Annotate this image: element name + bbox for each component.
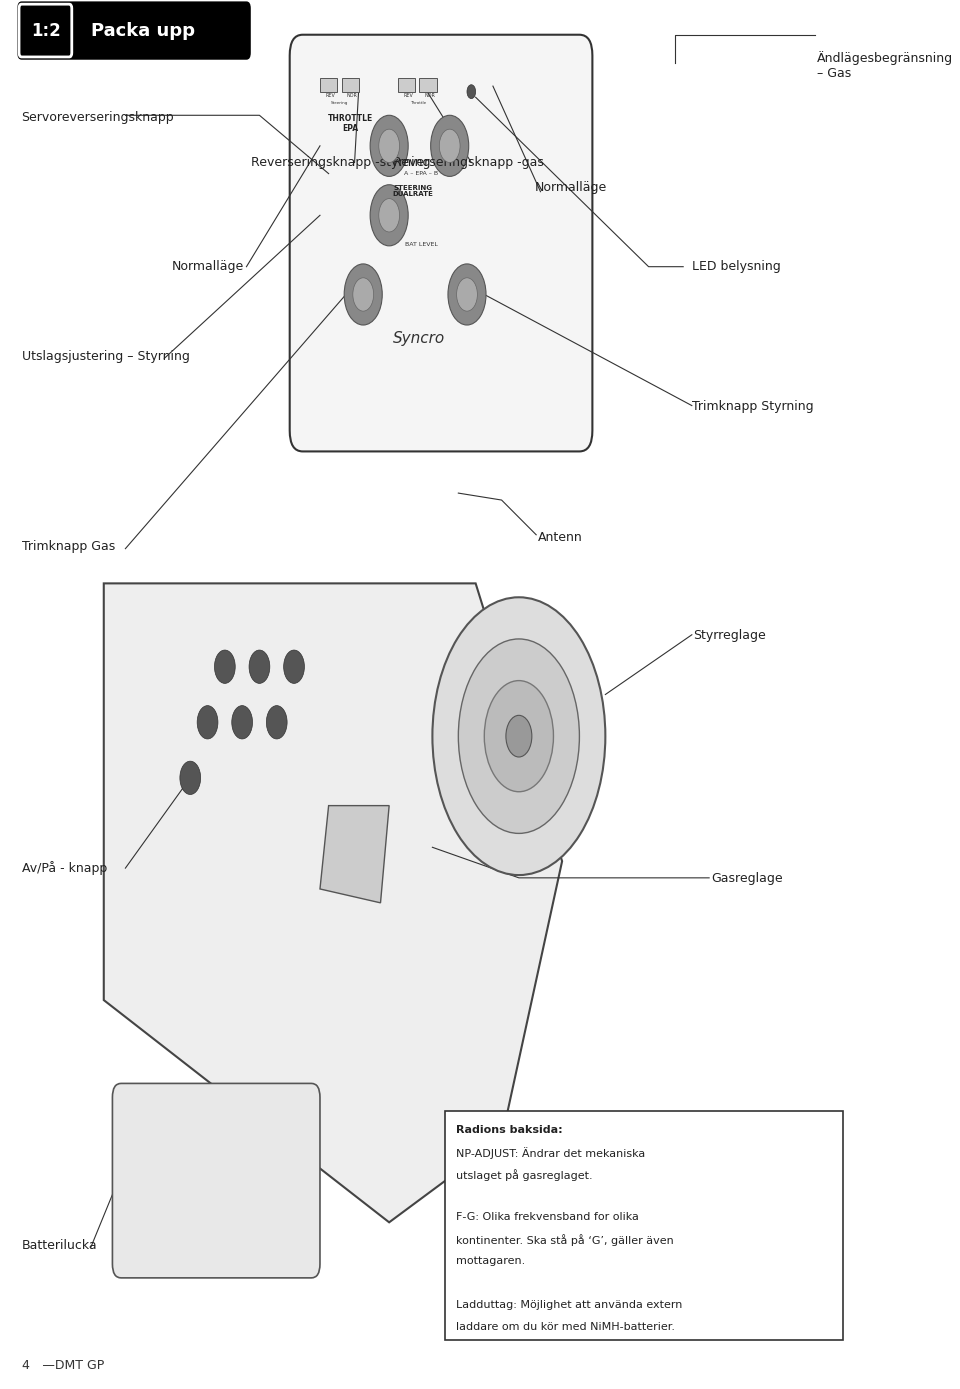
Text: Reverseringsknapp -gas: Reverseringsknapp -gas: [394, 156, 544, 168]
Circle shape: [371, 185, 408, 246]
Text: Trimknapp Gas: Trimknapp Gas: [22, 540, 115, 553]
Text: Normalläge: Normalläge: [172, 260, 244, 272]
Circle shape: [379, 199, 399, 232]
Text: Reverseringsknapp -styrning: Reverseringsknapp -styrning: [251, 156, 430, 168]
Circle shape: [231, 706, 252, 739]
Text: mottagaren.: mottagaren.: [456, 1256, 525, 1265]
Text: Ladduttag: Möjlighet att använda extern: Ladduttag: Möjlighet att använda extern: [456, 1300, 683, 1310]
Text: Av/På - knapp: Av/På - knapp: [22, 861, 107, 875]
Bar: [320, 78, 337, 92]
Text: THROTTLE
EPA: THROTTLE EPA: [327, 114, 372, 132]
Bar: [342, 78, 359, 92]
FancyBboxPatch shape: [290, 35, 592, 451]
Text: BAT LEVEL: BAT LEVEL: [405, 242, 438, 247]
Bar: [420, 78, 437, 92]
Text: 4 —DMT GP: 4 —DMT GP: [22, 1360, 104, 1372]
Text: Throttle: Throttle: [410, 101, 425, 106]
Text: Radions baksida:: Radions baksida:: [456, 1125, 563, 1135]
Circle shape: [506, 715, 532, 757]
Text: Steering: Steering: [331, 101, 348, 106]
Text: Normalläge: Normalläge: [535, 181, 607, 193]
Circle shape: [249, 650, 270, 683]
Circle shape: [458, 639, 580, 833]
Text: REV: REV: [325, 93, 335, 99]
Text: REV: REV: [403, 93, 413, 99]
Circle shape: [440, 129, 460, 163]
Text: laddare om du kör med NiMH-batterier.: laddare om du kör med NiMH-batterier.: [456, 1321, 675, 1332]
Circle shape: [197, 706, 218, 739]
Circle shape: [379, 129, 399, 163]
FancyBboxPatch shape: [112, 1083, 320, 1278]
Text: Syncro: Syncro: [394, 331, 445, 346]
Text: Ändlägesbegränsning
– Gas: Ändlägesbegränsning – Gas: [817, 51, 953, 81]
Circle shape: [431, 115, 468, 176]
Polygon shape: [320, 806, 389, 903]
Circle shape: [457, 278, 477, 311]
Text: NOR: NOR: [347, 93, 357, 99]
Polygon shape: [104, 583, 563, 1222]
Text: A – EPA – B: A – EPA – B: [404, 171, 438, 176]
Circle shape: [214, 650, 235, 683]
Text: STEERING
DUALRATE: STEERING DUALRATE: [392, 185, 433, 197]
FancyBboxPatch shape: [19, 4, 72, 57]
Text: LED belysning: LED belysning: [692, 260, 780, 272]
Text: Antenn: Antenn: [538, 531, 583, 543]
Circle shape: [371, 115, 408, 176]
Bar: [445, 1111, 843, 1340]
Text: NP-ADJUST: Ändrar det mekaniska: NP-ADJUST: Ändrar det mekaniska: [456, 1147, 645, 1158]
Circle shape: [448, 264, 486, 325]
Text: NOR: NOR: [424, 93, 435, 99]
Text: 1:2: 1:2: [31, 22, 60, 39]
FancyBboxPatch shape: [17, 1, 251, 60]
Text: Trimknapp Styrning: Trimknapp Styrning: [692, 400, 813, 413]
Circle shape: [353, 278, 373, 311]
Text: kontinenter. Ska stå på ‘G’, gäller även: kontinenter. Ska stå på ‘G’, gäller även: [456, 1235, 674, 1246]
Text: F-G: Olika frekvensband for olika: F-G: Olika frekvensband for olika: [456, 1213, 638, 1222]
Text: Styrreglage: Styrreglage: [693, 629, 766, 642]
Text: Gasreglage: Gasreglage: [710, 872, 782, 885]
Text: Batterilucka: Batterilucka: [22, 1239, 97, 1251]
Bar: [397, 78, 415, 92]
Circle shape: [484, 681, 554, 792]
Circle shape: [283, 650, 304, 683]
Text: utslaget på gasreglaget.: utslaget på gasreglaget.: [456, 1168, 592, 1181]
Text: Packa upp: Packa upp: [90, 22, 195, 39]
Circle shape: [266, 706, 287, 739]
Circle shape: [180, 761, 201, 795]
Circle shape: [467, 85, 475, 99]
Circle shape: [345, 264, 382, 325]
Text: Utslagsjustering – Styrning: Utslagsjustering – Styrning: [22, 350, 189, 363]
Text: Servoreverseringsknapp: Servoreverseringsknapp: [22, 111, 175, 124]
Circle shape: [432, 597, 606, 875]
